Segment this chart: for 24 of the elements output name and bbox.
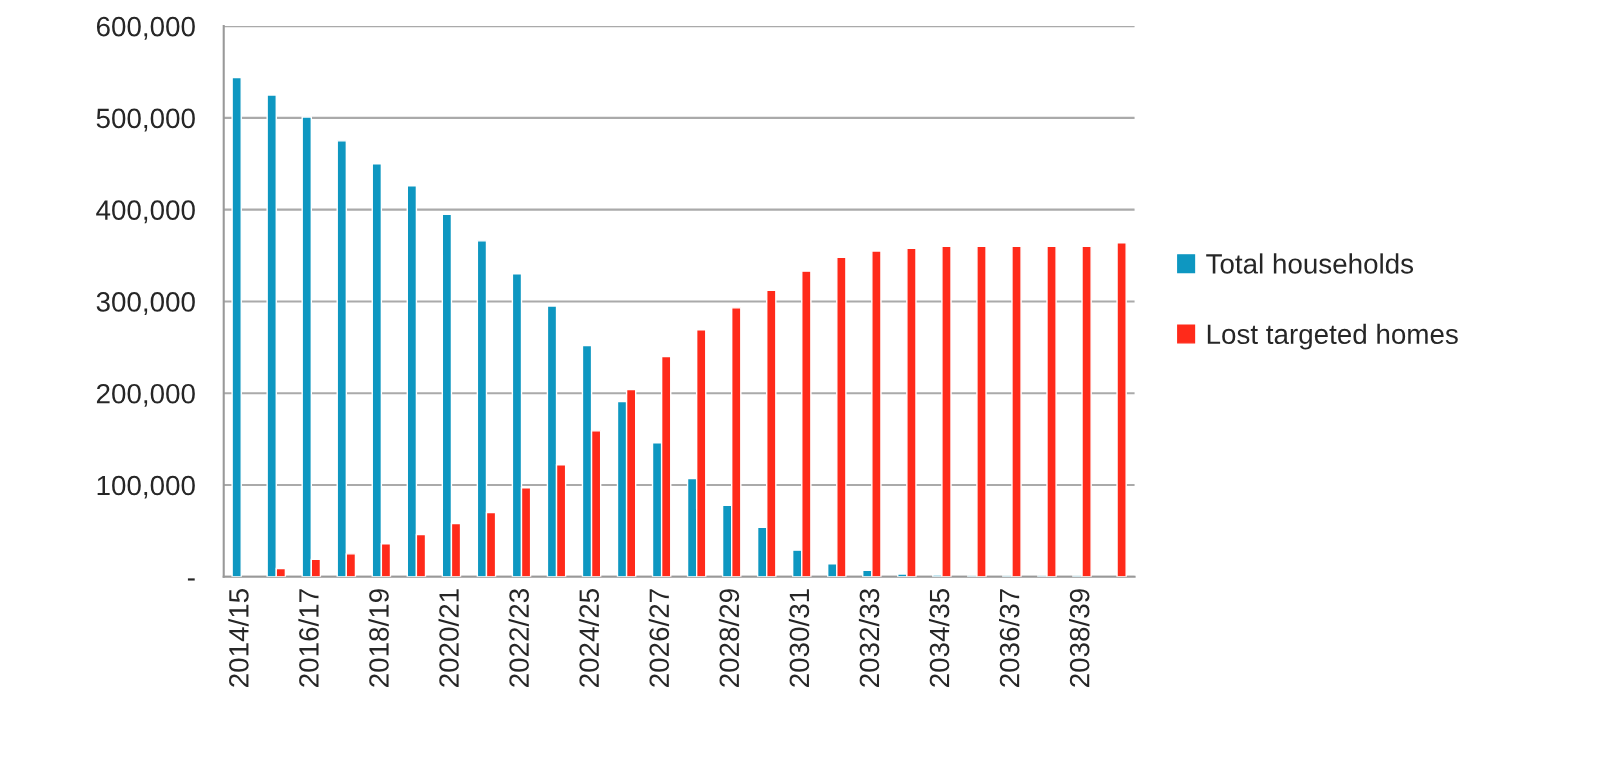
x-tick-label: 2026/27 bbox=[648, 589, 670, 687]
x-tick-label: 2022/23 bbox=[508, 589, 529, 687]
x-tick-label: 2016/17 bbox=[298, 589, 319, 687]
y-tick-label: 400,000 bbox=[96, 200, 195, 224]
x-tick-label: 2024/25 bbox=[578, 589, 600, 687]
x-tick-label: 2020/21 bbox=[438, 589, 459, 687]
bar bbox=[1116, 242, 1127, 577]
y-tick-label: 600,000 bbox=[96, 16, 195, 40]
bar bbox=[231, 76, 242, 577]
legend-label: Total households bbox=[1206, 253, 1414, 274]
y-tick-label: 300,000 bbox=[96, 292, 195, 316]
x-tick-label: 2034/35 bbox=[928, 589, 950, 687]
y-tick-label: 100,000 bbox=[97, 475, 195, 499]
y-tick-label: 500,000 bbox=[96, 108, 195, 132]
x-tick-label: 2032/33 bbox=[858, 589, 880, 687]
y-tick-label: - bbox=[187, 578, 195, 581]
x-tick-label: 2036/37 bbox=[999, 589, 1020, 687]
y-tick-label: 200,000 bbox=[96, 383, 195, 407]
x-tick-label: 2018/19 bbox=[368, 589, 389, 687]
x-tick-label: 2038/39 bbox=[1069, 589, 1090, 687]
x-tick-label: 2014/15 bbox=[228, 589, 249, 687]
x-tick-label: 2028/29 bbox=[718, 589, 740, 687]
legend-label: Lost targeted homes bbox=[1207, 323, 1458, 350]
x-tick-label: 2030/31 bbox=[788, 589, 810, 687]
